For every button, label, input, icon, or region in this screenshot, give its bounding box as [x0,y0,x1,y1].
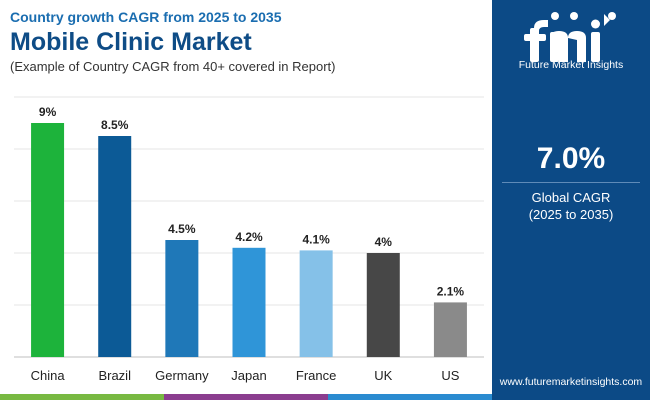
logo-text: Future Market Insights [518,59,624,71]
strip-segment-blue [328,394,492,400]
x-tick-label-japan: Japan [231,368,266,383]
data-label-china: 9% [39,105,57,119]
x-tick-label-france: France [296,368,336,383]
bar-chart-svg: 9% China 8.5% Brazil 4.5% Germany 4.2% Japan 4.1… [14,96,484,383]
chart-subtitle: Country growth CAGR from 2025 to 2035 [10,9,282,25]
bottom-color-strip [0,394,492,400]
data-label-japan: 4.2% [235,230,263,244]
website-link[interactable]: www.futuremarketinsights.com [499,376,643,388]
bar-japan[interactable] [232,247,266,357]
x-tick-label-us: US [441,368,459,383]
bar-us[interactable] [433,302,467,357]
data-label-france: 4.1% [302,232,330,246]
chart-header: Country growth CAGR from 2025 to 2035 Mo… [10,8,480,75]
bar-uk[interactable] [366,253,400,357]
strip-segment-purple [164,394,328,400]
bar-brazil[interactable] [98,136,132,357]
side-panel: Future Market Insights 7.0% Global CAGR … [492,0,650,400]
data-label-us: 2.1% [437,284,465,298]
bar-germany[interactable] [165,240,199,357]
bar-france[interactable] [299,250,333,357]
x-tick-label-uk: UK [374,368,392,383]
bar-chart: 9% China 8.5% Brazil 4.5% Germany 4.2% Japan 4.1… [0,85,492,390]
data-label-germany: 4.5% [168,222,196,236]
cagr-divider [502,182,640,183]
global-cagr-label: Global CAGR [531,190,611,205]
data-label-brazil: 8.5% [101,118,129,132]
strip-segment-green [0,394,164,400]
global-cagr-value: 7.0% [536,142,606,175]
x-tick-label-brazil: Brazil [98,368,131,383]
bar-china[interactable] [31,123,65,357]
data-label-uk: 4% [375,235,393,249]
x-tick-label-china: China [31,368,66,383]
chart-title: Mobile Clinic Market [10,28,252,56]
global-cagr-years: (2025 to 2035) [528,207,614,222]
chart-note: (Example of Country CAGR from 40+ covere… [10,59,336,74]
x-tick-label-germany: Germany [155,368,209,383]
fmi-logo [524,12,616,62]
